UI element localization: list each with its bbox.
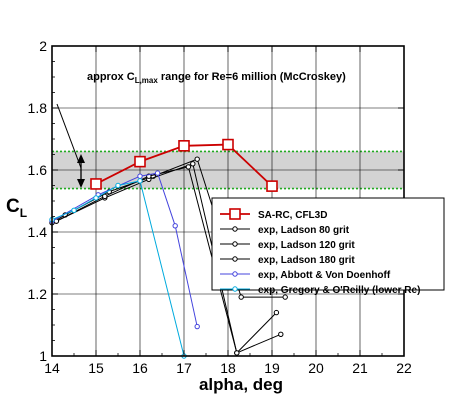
series-line-2 bbox=[56, 163, 281, 354]
x-tick-label: 20 bbox=[308, 360, 324, 376]
legend-label: exp, Ladson 180 grit bbox=[258, 255, 355, 266]
series-marker-circle bbox=[137, 173, 143, 179]
legend-marker-circle bbox=[232, 271, 238, 277]
x-tick-label: 15 bbox=[88, 360, 104, 376]
x-tick-label: 17 bbox=[176, 360, 192, 376]
y-axis-title: CL bbox=[6, 196, 27, 220]
y-tick-label: 1.8 bbox=[28, 100, 48, 116]
series-marker-circle bbox=[194, 323, 200, 330]
series-marker-circle bbox=[71, 207, 77, 214]
series-line-4 bbox=[51, 172, 198, 327]
series-marker-circle bbox=[190, 161, 196, 167]
x-tick-label: 18 bbox=[220, 360, 236, 376]
x-tick-label: 21 bbox=[352, 360, 368, 376]
x-tick-label: 22 bbox=[396, 360, 412, 376]
x-tick-label: 19 bbox=[264, 360, 280, 376]
legend-label: exp, Ladson 80 grit bbox=[258, 225, 350, 236]
legend-label: exp, Abbott & Von Doenhoff bbox=[258, 270, 391, 281]
legend-marker-circle bbox=[232, 226, 238, 232]
y-tick-label: 1 bbox=[39, 348, 47, 364]
series-marker-circle bbox=[273, 309, 280, 316]
series-marker-square bbox=[266, 180, 278, 192]
series-marker-circle bbox=[172, 223, 178, 229]
series-marker-square bbox=[134, 155, 146, 168]
series-marker-circle bbox=[278, 331, 284, 337]
legend-marker-circle bbox=[232, 241, 238, 247]
y-tick-label: 1.2 bbox=[28, 286, 48, 302]
series-marker-circle bbox=[234, 350, 240, 356]
legend-label: SA-RC, CFL3D bbox=[258, 210, 327, 221]
y-tick-label: 1.4 bbox=[28, 224, 48, 240]
x-tick-label: 14 bbox=[44, 360, 60, 376]
series-marker-circle bbox=[238, 294, 244, 300]
legend-box bbox=[211, 197, 445, 291]
y-tick-label: 2 bbox=[39, 38, 47, 54]
annotation-layer: approx CL,max range for Re=6 million (Mc… bbox=[56, 71, 346, 188]
legend: SA-RC, CFL3D exp, Ladson 80 grit exp, Lads… bbox=[211, 197, 445, 296]
annotation-text: approx CL,max range for Re=6 million (Mc… bbox=[87, 71, 346, 85]
series-marker-circle bbox=[102, 193, 108, 200]
series-marker-circle bbox=[194, 156, 200, 162]
tick-layer: 14 15 16 17 18 19 20 21 22 1 1.2 1.4 1.6 1.8 2 bbox=[28, 38, 412, 376]
series-marker-circle bbox=[93, 195, 99, 201]
y-tick-label: 1.6 bbox=[28, 162, 48, 178]
series-marker-square bbox=[178, 140, 190, 152]
legend-label: exp, Ladson 120 grit bbox=[258, 240, 355, 251]
annotation-arrowhead-up bbox=[77, 154, 85, 163]
series-marker-circle bbox=[154, 170, 161, 176]
series-line-5 bbox=[51, 180, 185, 357]
series-marker-circle bbox=[282, 294, 288, 300]
x-axis-title: alpha, deg bbox=[199, 375, 283, 394]
series-marker-square bbox=[222, 138, 234, 151]
series-marker-circle bbox=[185, 164, 192, 170]
legend-marker-circle bbox=[232, 286, 238, 292]
legend-marker-square bbox=[229, 208, 241, 220]
legend-label: exp, Gregory & O'Reilly (lower Re) bbox=[258, 285, 420, 296]
annotation-leader-line bbox=[56, 103, 82, 169]
x-tick-label: 16 bbox=[132, 360, 148, 376]
annotation-arrowhead-down bbox=[77, 179, 85, 188]
series-layer bbox=[49, 138, 288, 359]
series-marker-square bbox=[90, 178, 102, 190]
series-marker-circle bbox=[137, 178, 143, 184]
legend-marker-circle bbox=[232, 256, 238, 262]
series-marker-circle bbox=[115, 182, 121, 189]
